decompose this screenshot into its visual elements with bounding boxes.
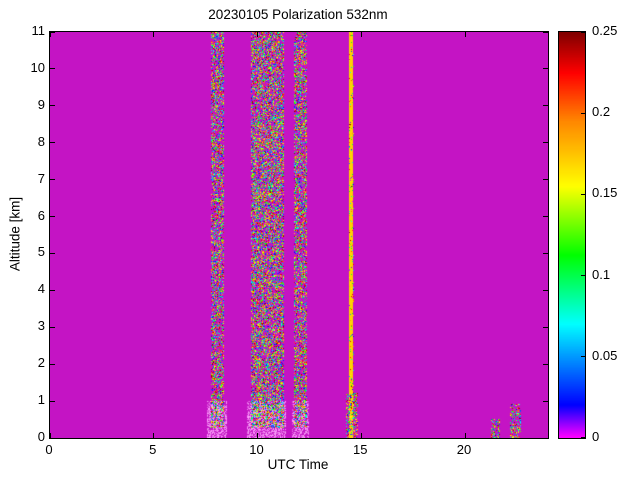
colorbar-tick-label: 0.25 <box>592 23 618 38</box>
y-tick-label: 11 <box>31 23 46 38</box>
x-tick-mark <box>49 433 51 438</box>
x-tick-label: 20 <box>456 442 472 457</box>
x-tick-mark <box>360 433 362 438</box>
y-tick-mark <box>50 105 55 107</box>
y-tick-label: 7 <box>37 170 45 186</box>
y-tick-mark <box>50 216 55 218</box>
colorbar <box>558 31 586 439</box>
x-tick-label: 15 <box>353 442 368 457</box>
colorbar-tick-mark <box>581 193 585 195</box>
y-tick-mark <box>50 179 55 181</box>
y-tick-mark <box>50 68 55 70</box>
y-tick-mark-right <box>543 437 548 439</box>
x-tick-mark-top <box>257 32 258 37</box>
x-axis-label: UTC Time <box>267 457 329 472</box>
x-tick-label: 10 <box>249 442 264 457</box>
y-tick-label: 4 <box>37 281 45 297</box>
colorbar-tick-label: 0.2 <box>592 104 611 120</box>
y-tick-mark <box>50 400 55 402</box>
colorbar-tick-mark <box>581 112 585 114</box>
y-tick-mark-right <box>543 289 548 291</box>
y-tick-mark <box>50 31 55 33</box>
colorbar-tick-label: 0 <box>592 429 600 444</box>
colorbar-tick-label: 0.15 <box>592 185 618 201</box>
y-tick-mark <box>50 363 55 365</box>
y-tick-mark-right <box>543 216 548 218</box>
y-tick-mark <box>50 289 55 291</box>
plot-area <box>49 31 549 439</box>
x-tick-mark-top <box>464 32 466 37</box>
x-tick-label: 5 <box>149 442 157 457</box>
y-tick-label: 5 <box>37 244 45 260</box>
y-tick-mark-right <box>543 142 548 144</box>
colorbar-tick-mark <box>581 356 585 358</box>
y-tick-label: 6 <box>37 207 45 223</box>
x-tick-mark <box>257 433 258 438</box>
colorbar-tick-mark <box>581 275 585 277</box>
y-tick-label: 9 <box>37 96 45 112</box>
y-tick-label: 2 <box>37 355 45 371</box>
y-tick-mark-right <box>543 400 548 402</box>
x-tick-mark <box>464 433 466 438</box>
x-tick-mark <box>153 433 155 438</box>
x-tick-mark-top <box>49 32 51 37</box>
y-tick-label: 8 <box>37 133 45 149</box>
chart-title: 20230105 Polarization 532nm <box>208 7 388 22</box>
heatmap-canvas <box>50 32 548 438</box>
colorbar-tick-label: 0.05 <box>592 347 618 363</box>
y-tick-mark-right <box>543 105 548 107</box>
x-tick-mark-top <box>153 32 155 37</box>
y-tick-mark <box>50 326 55 328</box>
colorbar-canvas <box>559 32 585 438</box>
colorbar-tick-mark <box>581 437 585 438</box>
colorbar-tick-label: 0.1 <box>592 266 611 282</box>
colorbar-tick-mark <box>581 32 585 33</box>
y-tick-mark <box>50 437 55 439</box>
y-tick-label: 3 <box>37 318 45 334</box>
y-tick-label: 10 <box>30 59 45 75</box>
y-tick-label: 0 <box>37 429 45 444</box>
y-tick-label: 1 <box>37 392 45 408</box>
y-tick-mark-right <box>543 252 548 254</box>
y-tick-mark-right <box>543 31 548 33</box>
y-tick-mark-right <box>543 179 548 181</box>
y-tick-mark-right <box>543 326 548 328</box>
y-tick-mark <box>50 142 55 144</box>
x-tick-mark-top <box>360 32 362 37</box>
y-tick-mark-right <box>543 68 548 70</box>
x-tick-label: 0 <box>45 442 53 457</box>
y-tick-mark-right <box>543 363 548 365</box>
y-tick-mark <box>50 252 55 254</box>
